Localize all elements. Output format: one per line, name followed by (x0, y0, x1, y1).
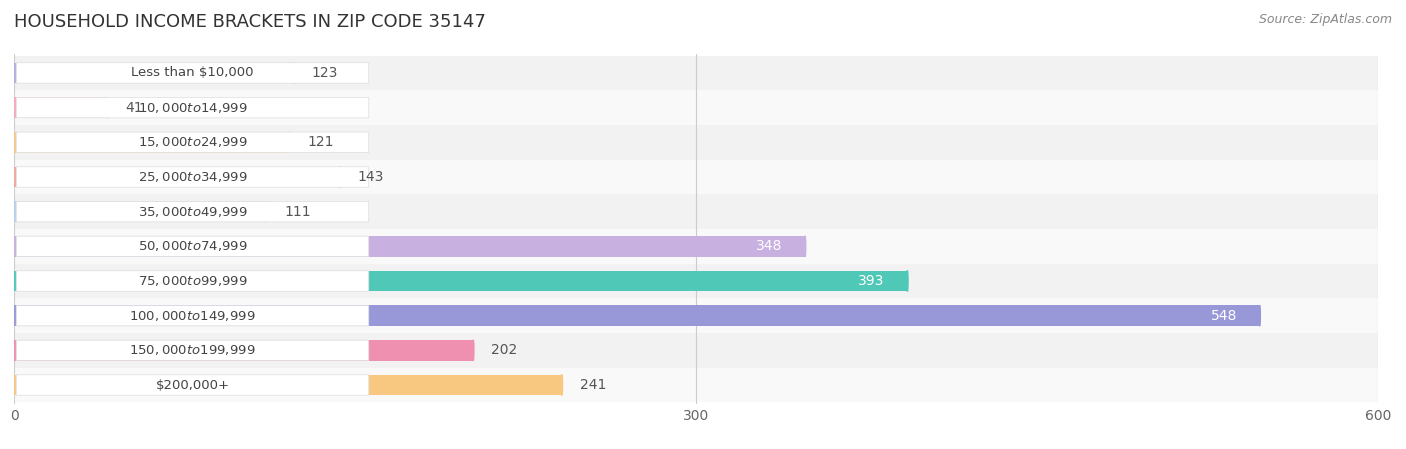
Text: 41: 41 (125, 101, 143, 114)
Bar (14, 298, 1378, 333)
Text: $25,000 to $34,999: $25,000 to $34,999 (138, 170, 247, 184)
Bar (14, 333, 1378, 368)
FancyBboxPatch shape (17, 305, 368, 326)
Text: 121: 121 (308, 135, 333, 150)
Text: Source: ZipAtlas.com: Source: ZipAtlas.com (1258, 13, 1392, 26)
FancyBboxPatch shape (17, 63, 368, 83)
Bar (14, 368, 1378, 402)
FancyBboxPatch shape (17, 202, 368, 222)
Bar (14, 167, 339, 187)
Bar (14, 97, 107, 118)
Bar (14, 374, 562, 396)
Text: 393: 393 (858, 274, 884, 288)
Bar (14, 229, 1378, 264)
FancyBboxPatch shape (17, 132, 368, 153)
Text: $50,000 to $74,999: $50,000 to $74,999 (138, 239, 247, 253)
FancyBboxPatch shape (17, 97, 368, 118)
Text: $100,000 to $149,999: $100,000 to $149,999 (129, 308, 256, 323)
Text: Less than $10,000: Less than $10,000 (131, 66, 253, 79)
Bar (14, 305, 1260, 326)
Bar (14, 132, 290, 153)
Text: 348: 348 (756, 239, 782, 253)
FancyBboxPatch shape (17, 236, 368, 256)
Text: 111: 111 (284, 205, 311, 219)
Bar (14, 125, 1378, 160)
Text: $15,000 to $24,999: $15,000 to $24,999 (138, 135, 247, 150)
FancyBboxPatch shape (17, 375, 368, 395)
Bar (14, 160, 1378, 194)
Bar (14, 56, 1378, 90)
Text: $75,000 to $99,999: $75,000 to $99,999 (138, 274, 247, 288)
Text: $35,000 to $49,999: $35,000 to $49,999 (138, 205, 247, 219)
Text: 123: 123 (312, 66, 339, 80)
Text: $200,000+: $200,000+ (156, 379, 229, 392)
Text: 241: 241 (581, 378, 606, 392)
Bar (14, 264, 1378, 298)
Bar (14, 236, 806, 257)
Text: 548: 548 (1211, 308, 1237, 323)
Bar (14, 194, 1378, 229)
Bar (14, 90, 1378, 125)
Text: HOUSEHOLD INCOME BRACKETS IN ZIP CODE 35147: HOUSEHOLD INCOME BRACKETS IN ZIP CODE 35… (14, 13, 486, 31)
Text: 202: 202 (492, 343, 517, 357)
FancyBboxPatch shape (17, 340, 368, 361)
Bar (14, 62, 294, 84)
Bar (14, 340, 474, 361)
Text: $10,000 to $14,999: $10,000 to $14,999 (138, 101, 247, 114)
Text: 143: 143 (357, 170, 384, 184)
FancyBboxPatch shape (17, 271, 368, 291)
Text: $150,000 to $199,999: $150,000 to $199,999 (129, 343, 256, 357)
Bar (14, 201, 266, 222)
Bar (14, 271, 907, 291)
FancyBboxPatch shape (17, 167, 368, 187)
